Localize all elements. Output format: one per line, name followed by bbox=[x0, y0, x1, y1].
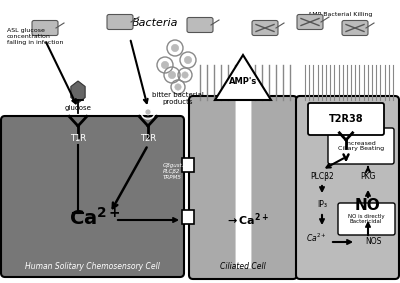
Circle shape bbox=[168, 71, 176, 79]
Text: T2R: T2R bbox=[140, 134, 156, 143]
Circle shape bbox=[172, 44, 179, 52]
Text: $Ca^{2+}$: $Ca^{2+}$ bbox=[306, 232, 326, 245]
Circle shape bbox=[162, 61, 169, 68]
Text: Ciliated Cell: Ciliated Cell bbox=[220, 262, 266, 271]
Text: T2R38: T2R38 bbox=[329, 114, 363, 124]
Text: Increased
Ciliary Beating: Increased Ciliary Beating bbox=[338, 141, 384, 151]
Text: PKG: PKG bbox=[360, 172, 376, 181]
FancyBboxPatch shape bbox=[252, 20, 278, 35]
Text: NO is directly
Bactericidal: NO is directly Bactericidal bbox=[348, 214, 384, 224]
Bar bbox=[182, 158, 194, 172]
FancyBboxPatch shape bbox=[328, 128, 394, 164]
Text: PLCβ2: PLCβ2 bbox=[310, 172, 334, 181]
Circle shape bbox=[145, 109, 151, 115]
Text: ASL glucose
concentration
falling in infection: ASL glucose concentration falling in inf… bbox=[7, 28, 63, 45]
FancyBboxPatch shape bbox=[1, 116, 184, 277]
Text: Gβgust.
PLCβ2
TRPM5: Gβgust. PLCβ2 TRPM5 bbox=[163, 163, 184, 180]
Text: NOS: NOS bbox=[365, 237, 381, 246]
FancyBboxPatch shape bbox=[107, 14, 133, 29]
Text: T1R: T1R bbox=[70, 134, 86, 143]
FancyBboxPatch shape bbox=[338, 203, 395, 235]
Circle shape bbox=[184, 56, 192, 64]
Text: NO: NO bbox=[355, 198, 381, 213]
Polygon shape bbox=[71, 81, 85, 103]
Text: $\mathbf{\rightarrow Ca^{2+}}$: $\mathbf{\rightarrow Ca^{2+}}$ bbox=[225, 212, 269, 228]
FancyBboxPatch shape bbox=[342, 20, 368, 35]
Text: IP₃: IP₃ bbox=[317, 200, 327, 209]
Polygon shape bbox=[215, 55, 271, 100]
Circle shape bbox=[175, 84, 181, 90]
Circle shape bbox=[182, 72, 188, 78]
FancyBboxPatch shape bbox=[308, 103, 384, 135]
FancyBboxPatch shape bbox=[187, 18, 213, 33]
FancyBboxPatch shape bbox=[189, 96, 297, 279]
Text: Human Solitary Chemosensory Cell: Human Solitary Chemosensory Cell bbox=[24, 262, 160, 271]
Text: AMP's: AMP's bbox=[229, 78, 257, 87]
FancyBboxPatch shape bbox=[32, 20, 58, 35]
FancyBboxPatch shape bbox=[296, 96, 399, 279]
Text: AMP Bacterial Killing: AMP Bacterial Killing bbox=[308, 12, 372, 17]
Bar bbox=[235, 100, 251, 268]
Text: bitter bacterial
products: bitter bacterial products bbox=[152, 92, 204, 105]
Bar bbox=[182, 210, 194, 224]
Text: glucose: glucose bbox=[64, 105, 92, 111]
Text: $\mathbf{Ca^{2+}}$: $\mathbf{Ca^{2+}}$ bbox=[69, 207, 121, 229]
FancyBboxPatch shape bbox=[297, 14, 323, 29]
Text: Bacteria: Bacteria bbox=[132, 18, 178, 28]
